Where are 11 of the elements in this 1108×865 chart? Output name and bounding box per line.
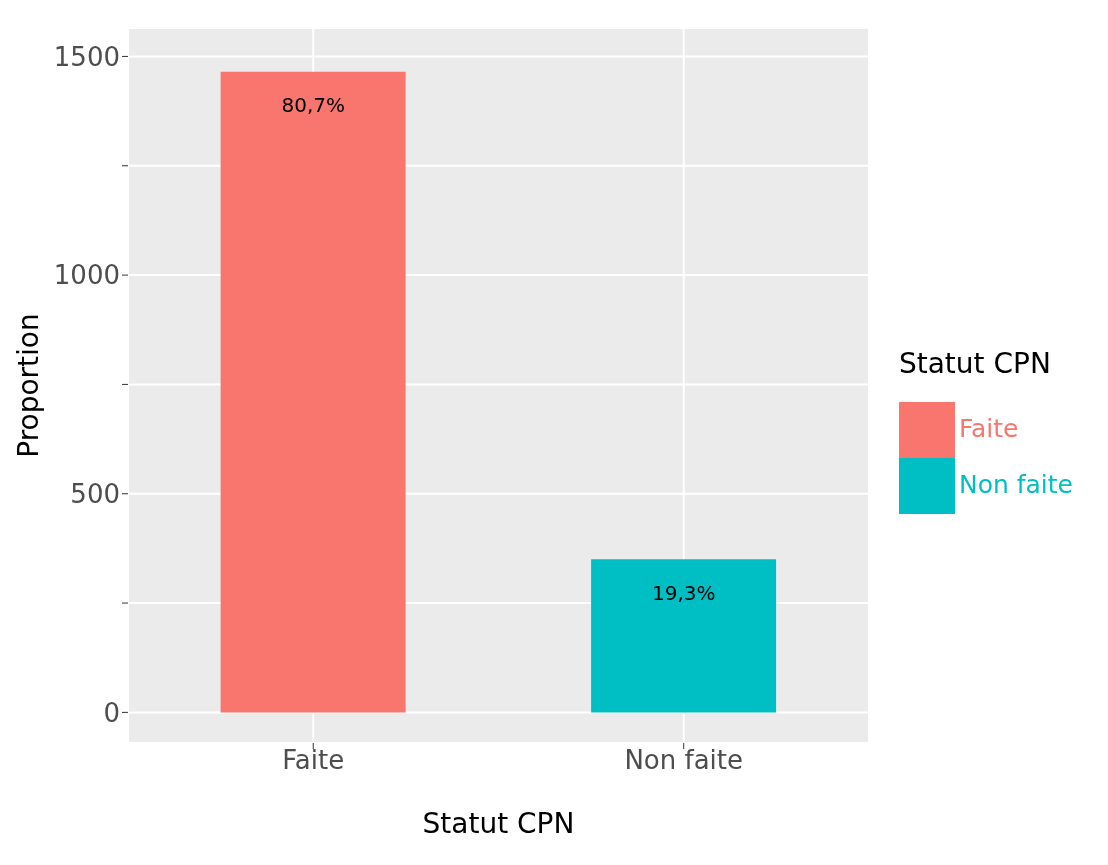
legend-label: Faite <box>958 414 1019 443</box>
y-tick-label: 1500 <box>53 41 120 72</box>
y-tick-label: 500 <box>70 478 120 509</box>
x-axis-title: Statut CPN <box>898 347 1052 380</box>
y-tick-label: 1000 <box>53 260 120 291</box>
y-tick-label: 0 <box>103 697 120 728</box>
legend-label: Non faite <box>958 470 1073 499</box>
annotation: 80,7% <box>281 92 346 117</box>
legend-title: Statut CPN <box>422 807 575 840</box>
y-axis-title: Proportion <box>11 313 45 458</box>
annotation: 19,3% <box>651 580 716 605</box>
